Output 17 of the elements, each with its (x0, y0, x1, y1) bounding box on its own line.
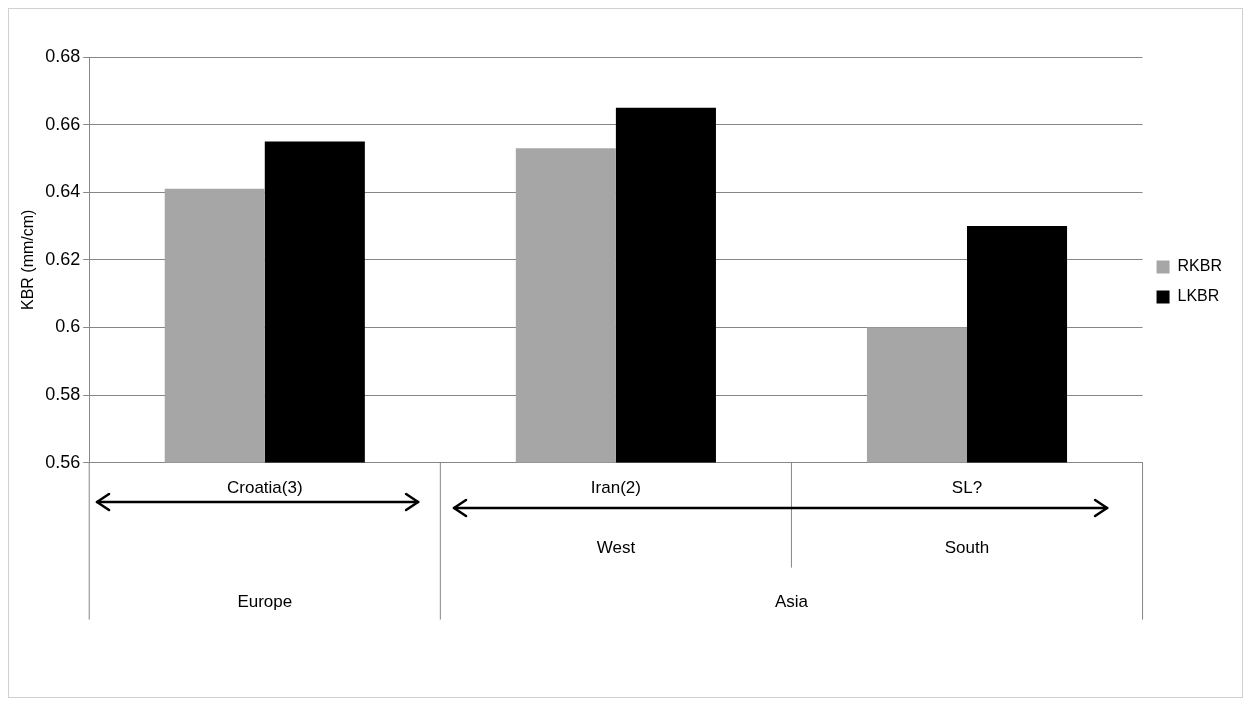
y-tick-label: 0.56 (45, 451, 81, 472)
text: Asia (774, 592, 809, 612)
x-tick-label: Croatia(3) (226, 478, 303, 498)
text: Europe (237, 592, 293, 612)
text: West (596, 538, 636, 558)
y-axis-title: KBR (mm/cm) (19, 209, 37, 311)
y-tick-label: 0.68 (45, 45, 81, 66)
x-tick-label: Iran(2) (590, 478, 641, 498)
y-tick-label: 0.66 (45, 113, 81, 134)
y-tick-label: 0.58 (45, 383, 81, 404)
legend-label: RKBR (1177, 257, 1222, 275)
text: South (944, 538, 990, 558)
y-tick-label: 0.6 (55, 316, 81, 337)
x-tick-label: SL? (951, 478, 983, 498)
y-tick-label: 0.64 (45, 181, 81, 202)
y-tick-label: 0.62 (45, 248, 81, 269)
legend-label: LKBR (1177, 287, 1220, 305)
